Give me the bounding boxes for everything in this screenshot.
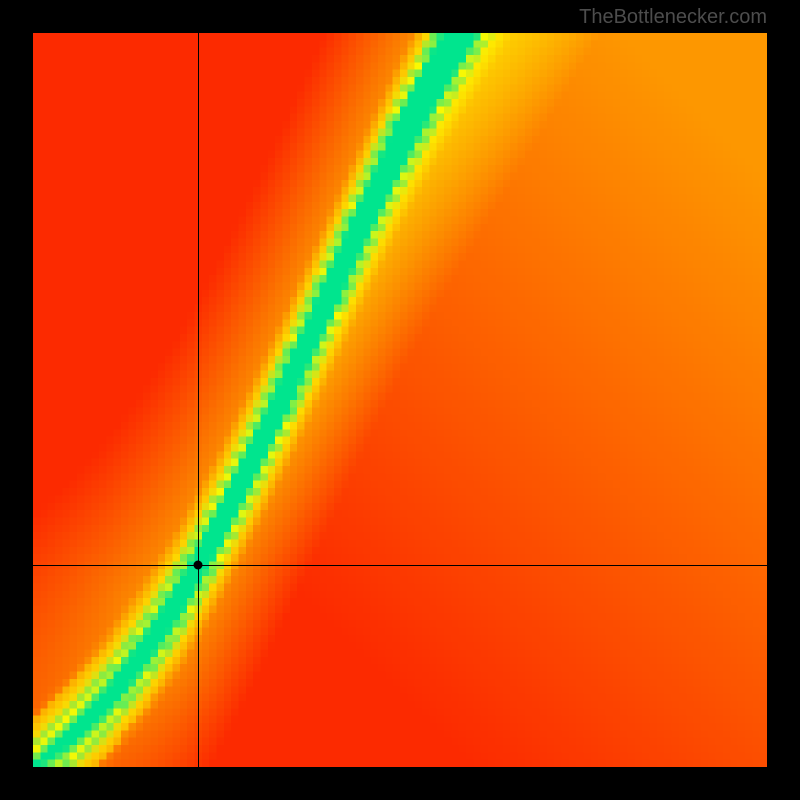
heatmap-canvas xyxy=(33,33,767,767)
crosshair-vertical xyxy=(198,33,199,767)
watermark-text: TheBottlenecker.com xyxy=(579,6,767,29)
crosshair-marker xyxy=(194,561,203,570)
chart-container: TheBottlenecker.com xyxy=(0,0,800,800)
crosshair-horizontal xyxy=(33,565,767,566)
